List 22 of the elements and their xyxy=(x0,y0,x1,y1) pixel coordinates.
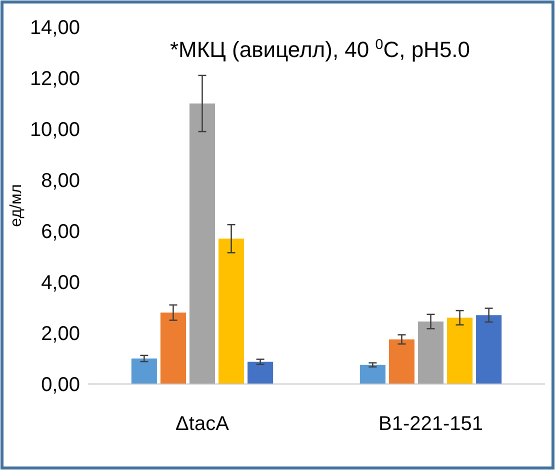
y-tick-label: 2,00 xyxy=(41,323,80,345)
y-axis-title: ед/мл xyxy=(8,184,25,227)
bar xyxy=(447,318,473,384)
bar xyxy=(131,358,157,384)
y-tick-label: 4,00 xyxy=(41,272,80,294)
bar xyxy=(160,312,186,384)
bar xyxy=(476,315,502,384)
y-tick-label: 0,00 xyxy=(41,374,80,396)
chart-title: *МКЦ (авицелл), 40 $^{0}$C, pH5.0 xyxy=(170,37,470,62)
y-tick-label: 12,00 xyxy=(30,68,80,90)
y-tick-label: 6,00 xyxy=(41,221,80,243)
bar xyxy=(189,104,216,384)
bar xyxy=(218,238,244,384)
y-tick-label: 8,00 xyxy=(41,170,80,192)
bar xyxy=(360,364,386,384)
y-tick-label: 14,00 xyxy=(30,17,80,39)
bar xyxy=(248,362,274,384)
bar xyxy=(418,322,444,384)
bar xyxy=(388,339,414,384)
x-tick-label: B1-221-151 xyxy=(378,413,484,435)
y-tick-label: 10,00 xyxy=(30,119,80,141)
x-tick-label: ΔtacA xyxy=(176,413,230,435)
